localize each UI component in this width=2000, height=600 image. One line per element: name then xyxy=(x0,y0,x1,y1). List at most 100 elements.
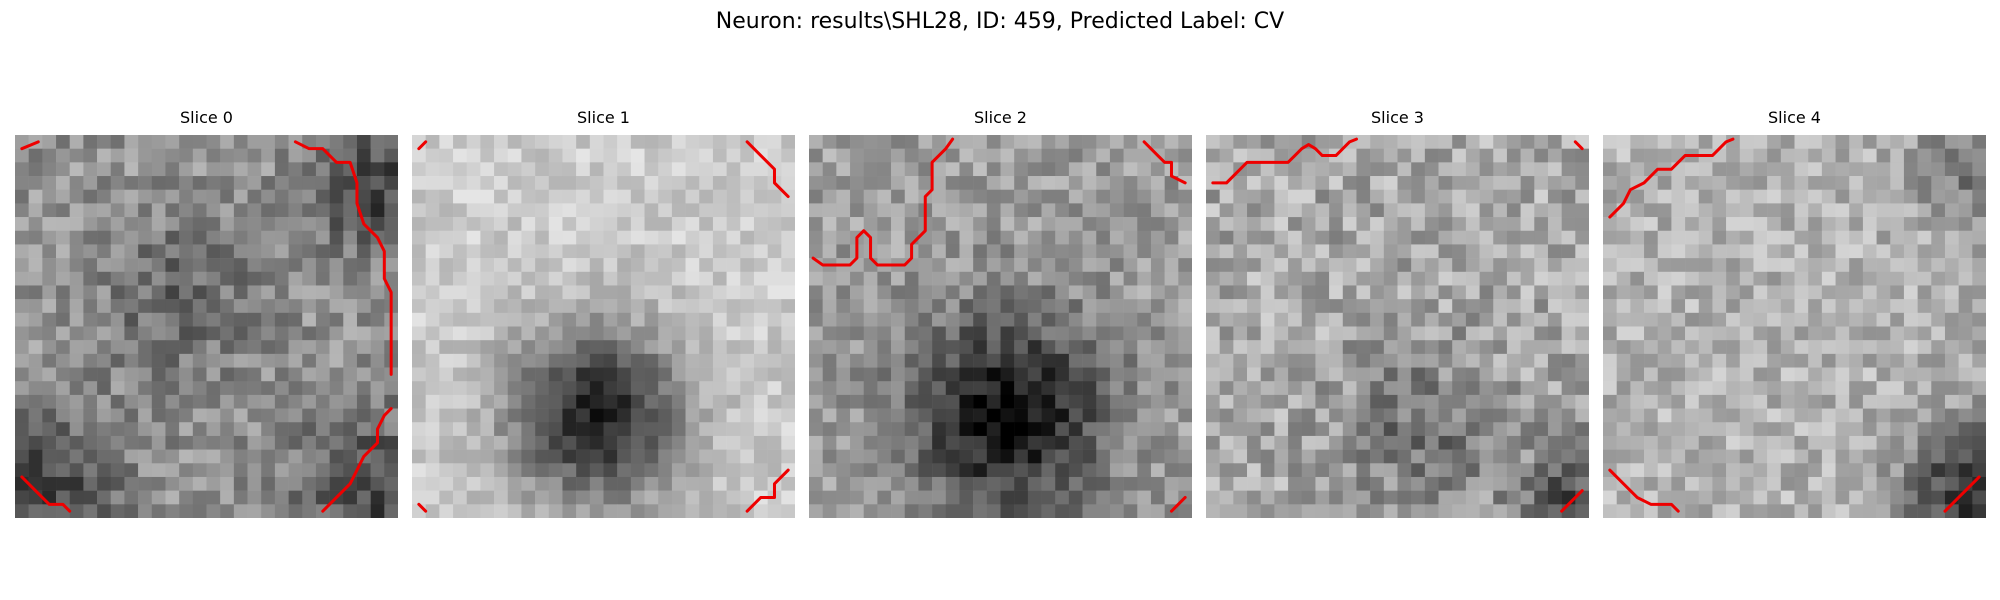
pixel xyxy=(1397,381,1412,396)
pixel xyxy=(1397,258,1412,273)
pixel xyxy=(1465,394,1480,409)
pixel xyxy=(494,162,509,177)
pixel xyxy=(192,394,207,409)
pixel xyxy=(1027,271,1042,286)
pixel xyxy=(1931,135,1946,149)
pixel xyxy=(644,217,659,232)
pixel xyxy=(179,162,194,177)
pixel xyxy=(1164,463,1179,478)
pixel xyxy=(1424,422,1439,437)
pixel xyxy=(589,271,604,286)
pixel xyxy=(192,230,207,245)
pixel xyxy=(1671,408,1686,423)
pixel xyxy=(1178,148,1192,163)
pixel xyxy=(617,326,632,341)
pixel xyxy=(206,353,221,368)
pixel xyxy=(1726,504,1741,518)
pixel xyxy=(644,476,659,491)
pixel xyxy=(617,203,632,218)
pixel xyxy=(644,326,659,341)
pixel xyxy=(562,244,577,259)
pixel xyxy=(1712,463,1727,478)
pixel xyxy=(603,217,618,232)
pixel xyxy=(1644,476,1658,491)
pixel xyxy=(1109,340,1124,355)
pixel xyxy=(97,299,112,314)
pixel xyxy=(1041,449,1056,464)
pixel xyxy=(1493,162,1508,177)
pixel xyxy=(521,326,536,341)
pixel xyxy=(1849,476,1864,491)
pixel xyxy=(1356,435,1371,450)
pixel xyxy=(28,258,43,273)
pixel xyxy=(699,367,714,382)
pixel xyxy=(1123,203,1138,218)
pixel xyxy=(1274,408,1289,423)
pixel xyxy=(1055,353,1070,368)
pixel xyxy=(1383,476,1398,491)
pixel xyxy=(356,162,371,177)
pixel xyxy=(753,504,768,518)
pixel xyxy=(1274,435,1289,450)
pixel xyxy=(165,353,180,368)
pixel xyxy=(42,162,57,177)
pixel xyxy=(986,463,1001,478)
pixel xyxy=(315,435,330,450)
pixel xyxy=(370,340,385,355)
pixel xyxy=(1041,340,1056,355)
pixel xyxy=(671,135,686,149)
pixel xyxy=(1206,367,1220,382)
pixel xyxy=(986,299,1001,314)
pixel xyxy=(1506,326,1521,341)
pixel xyxy=(1233,408,1248,423)
pixel xyxy=(1520,353,1535,368)
pixel xyxy=(1726,312,1741,327)
pixel xyxy=(617,340,632,355)
pixel xyxy=(1150,217,1165,232)
pixel xyxy=(836,326,851,341)
pixel xyxy=(809,285,823,300)
pixel xyxy=(1438,285,1453,300)
pixel xyxy=(124,258,139,273)
pixel xyxy=(1862,299,1877,314)
pixel xyxy=(1465,340,1480,355)
pixel xyxy=(1876,217,1891,232)
pixel xyxy=(1917,244,1932,259)
pixel xyxy=(1274,189,1289,204)
pixel xyxy=(42,230,57,245)
pixel xyxy=(1630,148,1645,163)
pixel xyxy=(699,340,714,355)
pixel xyxy=(589,135,604,149)
pixel xyxy=(56,449,70,464)
pixel xyxy=(1055,367,1070,382)
pixel xyxy=(1767,463,1782,478)
pixel xyxy=(836,312,851,327)
pixel xyxy=(206,435,221,450)
pixel xyxy=(233,135,248,149)
pixel xyxy=(1288,162,1303,177)
pixel xyxy=(767,381,782,396)
pixel xyxy=(1726,189,1741,204)
pixel xyxy=(740,271,755,286)
pixel xyxy=(83,367,98,382)
pixel xyxy=(425,148,440,163)
pixel xyxy=(1821,381,1836,396)
pixel xyxy=(850,176,864,190)
pixel xyxy=(274,504,289,518)
pixel xyxy=(110,340,125,355)
pixel xyxy=(932,285,947,300)
pixel xyxy=(630,340,645,355)
pixel xyxy=(261,299,276,314)
pixel xyxy=(1657,463,1672,478)
pixel xyxy=(1424,148,1439,163)
pixel xyxy=(1233,326,1248,341)
pixel xyxy=(1233,189,1248,204)
pixel xyxy=(220,463,235,478)
pixel xyxy=(507,299,522,314)
pixel xyxy=(1424,230,1439,245)
pixel xyxy=(261,367,276,382)
pixel xyxy=(1671,435,1686,450)
pixel xyxy=(767,271,782,286)
pixel xyxy=(1739,285,1754,300)
pixel xyxy=(274,258,289,273)
